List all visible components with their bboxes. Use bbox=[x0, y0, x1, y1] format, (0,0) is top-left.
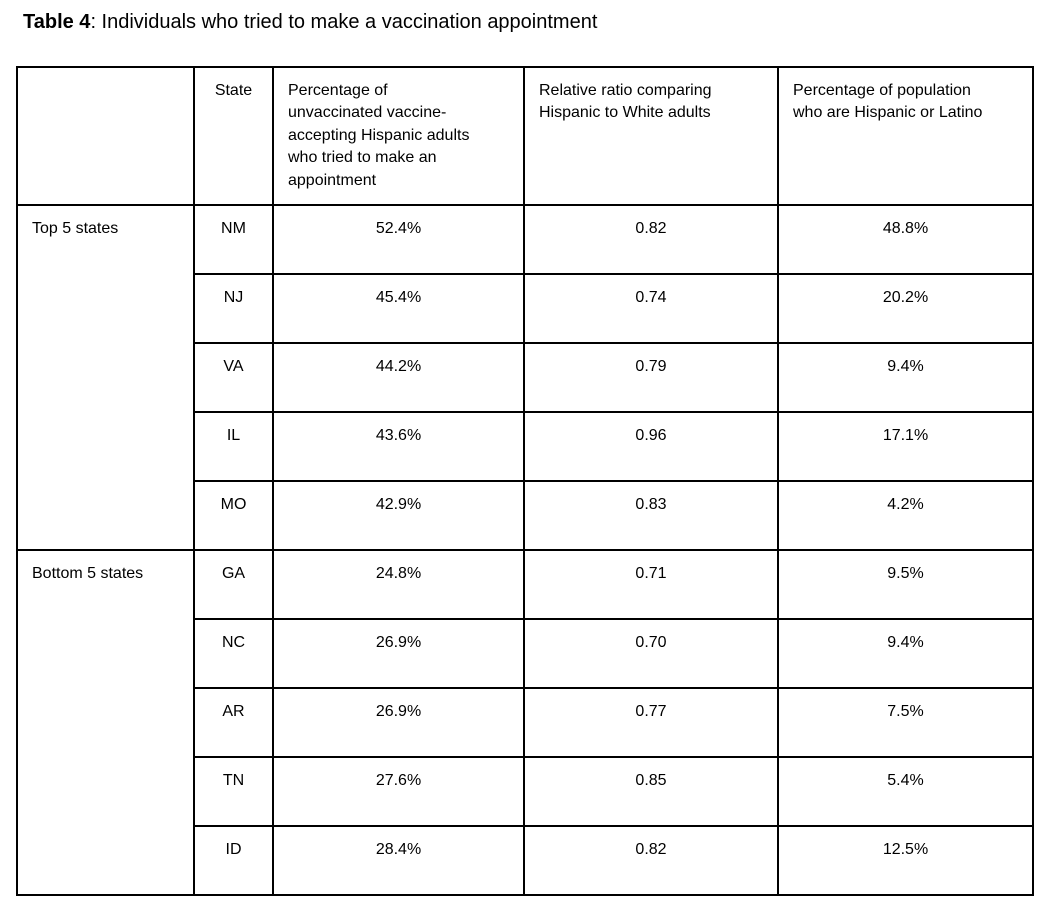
header-relative-ratio: Relative ratio comparing Hispanic to Whi… bbox=[523, 66, 779, 206]
ratio-cell: 0.82 bbox=[523, 203, 779, 275]
hispanic-pct-cell: 9.4% bbox=[777, 341, 1034, 413]
hispanic-pct-cell: 7.5% bbox=[777, 686, 1034, 758]
tried-pct-cell: 52.4% bbox=[272, 203, 525, 275]
state-cell: NM bbox=[193, 203, 274, 275]
table-row: VA 44.2% 0.79 9.4% bbox=[17, 341, 1034, 413]
ratio-cell: 0.96 bbox=[523, 410, 779, 482]
ratio-cell: 0.71 bbox=[523, 548, 779, 620]
tried-pct-cell: 27.6% bbox=[272, 755, 525, 827]
state-cell: ID bbox=[193, 824, 274, 896]
state-cell: MO bbox=[193, 479, 274, 551]
hispanic-pct-cell: 5.4% bbox=[777, 755, 1034, 827]
header-hispanic-pct: Percentage of population who are Hispani… bbox=[777, 66, 1034, 206]
tried-pct-cell: 44.2% bbox=[272, 341, 525, 413]
state-cell: AR bbox=[193, 686, 274, 758]
hispanic-pct-cell: 9.4% bbox=[777, 617, 1034, 689]
hispanic-pct-cell: 12.5% bbox=[777, 824, 1034, 896]
hispanic-pct-cell: 17.1% bbox=[777, 410, 1034, 482]
table-row: NJ 45.4% 0.74 20.2% bbox=[17, 272, 1034, 344]
tried-pct-cell: 45.4% bbox=[272, 272, 525, 344]
hispanic-pct-cell: 4.2% bbox=[777, 479, 1034, 551]
table-row: IL 43.6% 0.96 17.1% bbox=[17, 410, 1034, 482]
table-row: NC 26.9% 0.70 9.4% bbox=[17, 617, 1034, 689]
header-row: State Percentage of unvaccinated vaccine… bbox=[16, 66, 1034, 206]
table-row: Bottom 5 states GA 24.8% 0.71 9.5% bbox=[16, 548, 1034, 896]
state-cell: TN bbox=[193, 755, 274, 827]
tried-pct-cell: 26.9% bbox=[272, 686, 525, 758]
ratio-cell: 0.82 bbox=[523, 824, 779, 896]
table-caption: Table 4: Individuals who tried to make a… bbox=[23, 11, 597, 34]
state-cell: NJ bbox=[193, 272, 274, 344]
state-cell: VA bbox=[193, 341, 274, 413]
tried-pct-cell: 42.9% bbox=[272, 479, 525, 551]
state-cell: IL bbox=[193, 410, 274, 482]
table-caption-label: Table 4 bbox=[23, 11, 91, 33]
table-caption-text: : Individuals who tried to make a vaccin… bbox=[90, 11, 598, 33]
group-label-top5: Top 5 states bbox=[16, 203, 195, 551]
ratio-cell: 0.70 bbox=[523, 617, 779, 689]
table-row: AR 26.9% 0.77 7.5% bbox=[17, 686, 1034, 758]
header-group-empty bbox=[16, 66, 195, 206]
tried-pct-cell: 26.9% bbox=[272, 617, 525, 689]
header-state: State bbox=[193, 66, 274, 206]
state-cell: GA bbox=[193, 548, 274, 620]
ratio-cell: 0.85 bbox=[523, 755, 779, 827]
tried-pct-cell: 43.6% bbox=[272, 410, 525, 482]
table-row: Top 5 states NM 52.4% 0.82 48.8% bbox=[16, 203, 1034, 551]
hispanic-pct-cell: 20.2% bbox=[777, 272, 1034, 344]
ratio-cell: 0.79 bbox=[523, 341, 779, 413]
table-row: MO 42.9% 0.83 4.2% bbox=[17, 479, 1034, 551]
ratio-cell: 0.77 bbox=[523, 686, 779, 758]
header-tried-pct: Percentage of unvaccinated vaccine- acce… bbox=[272, 66, 525, 206]
tried-pct-cell: 28.4% bbox=[272, 824, 525, 896]
state-cell: NC bbox=[193, 617, 274, 689]
ratio-cell: 0.74 bbox=[523, 272, 779, 344]
hispanic-pct-cell: 48.8% bbox=[777, 203, 1034, 275]
table-row: ID 28.4% 0.82 12.5% bbox=[17, 824, 1034, 896]
group-label-bottom5: Bottom 5 states bbox=[16, 548, 195, 896]
table-row: TN 27.6% 0.85 5.4% bbox=[17, 755, 1034, 827]
hispanic-pct-cell: 9.5% bbox=[777, 548, 1034, 620]
tried-pct-cell: 24.8% bbox=[272, 548, 525, 620]
vaccination-appointment-table: State Percentage of unvaccinated vaccine… bbox=[16, 66, 1034, 896]
ratio-cell: 0.83 bbox=[523, 479, 779, 551]
